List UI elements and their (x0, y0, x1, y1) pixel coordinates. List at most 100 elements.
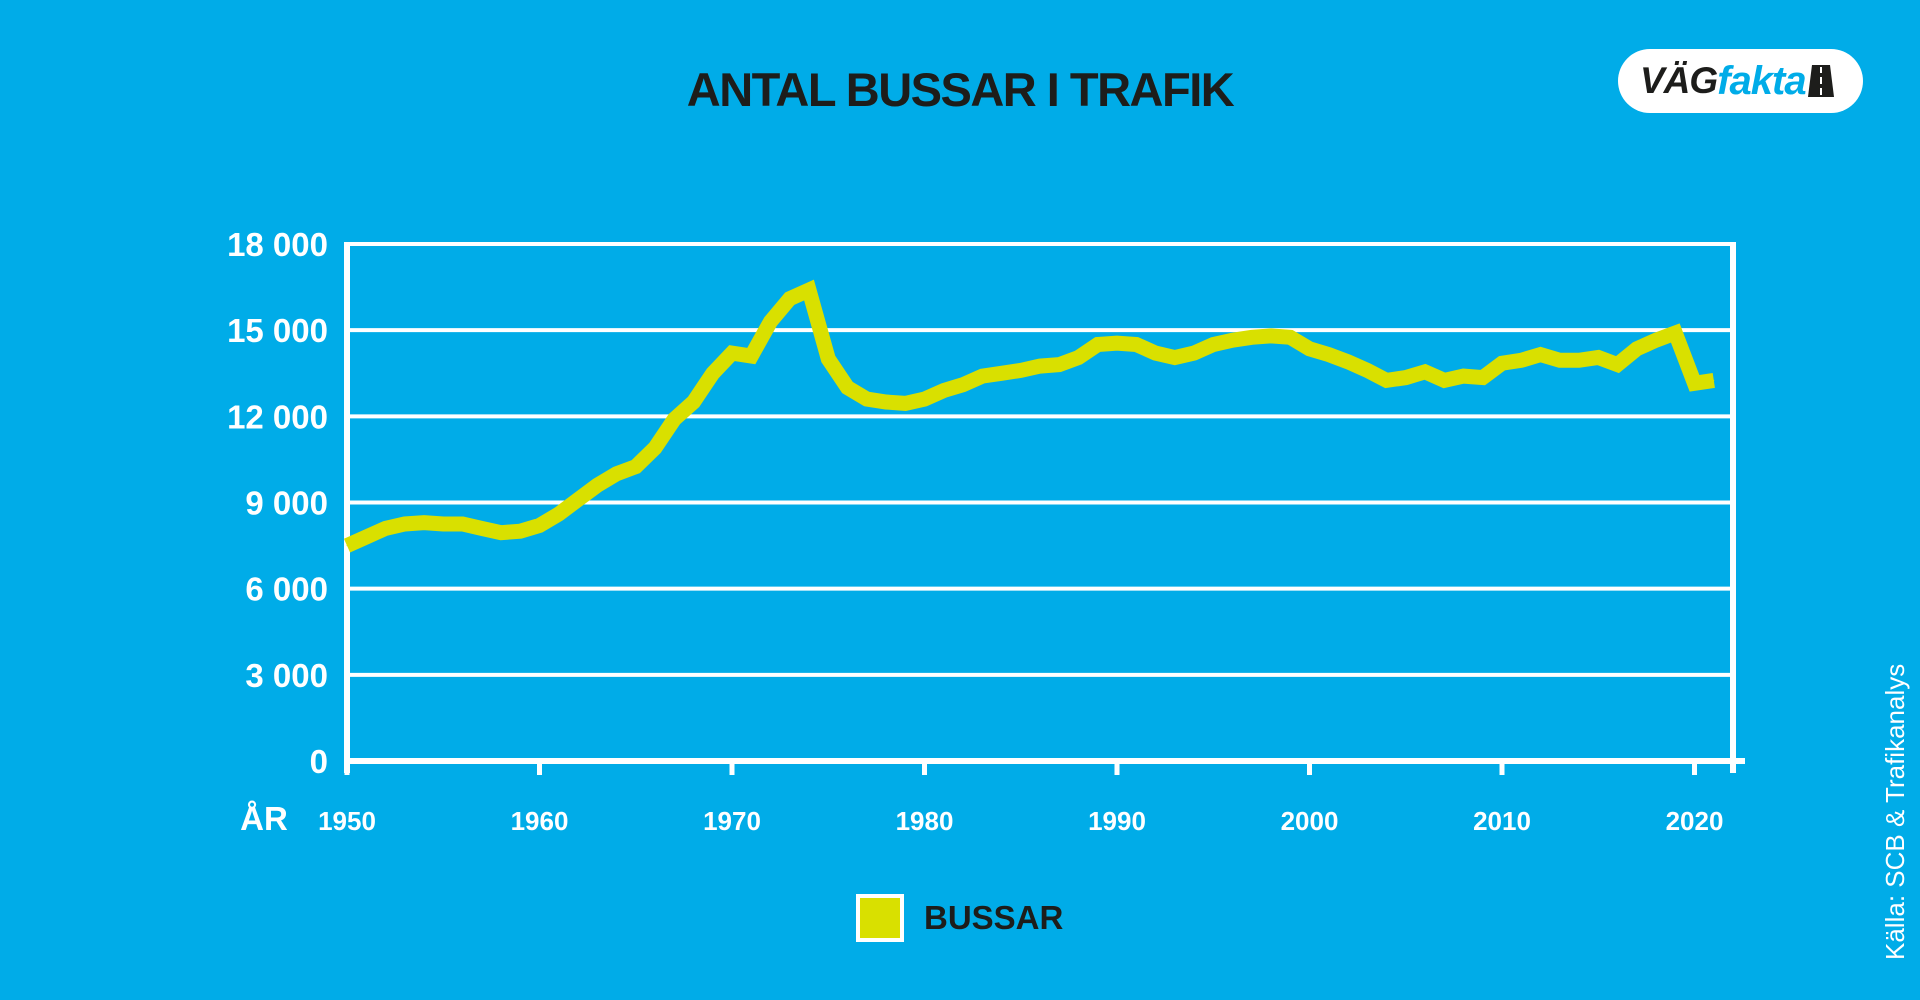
grid-lines (347, 242, 1733, 677)
data-point (1501, 362, 1503, 364)
data-point (981, 375, 983, 377)
chart-title: ANTAL BUSSAR I TRAFIK (686, 63, 1235, 116)
data-point (1463, 375, 1464, 377)
series-layer (343, 279, 1715, 553)
data-point (423, 522, 425, 524)
data-point (1174, 357, 1176, 358)
data-point (404, 523, 406, 525)
data-point (693, 401, 694, 403)
data-point (1655, 339, 1657, 341)
data-point (731, 352, 733, 354)
data-point (635, 466, 637, 468)
data-point (1212, 344, 1214, 345)
chart-axes (344, 242, 1745, 775)
data-point (1309, 348, 1310, 350)
data-point (712, 372, 714, 374)
data-point (365, 536, 367, 538)
data-point (1039, 365, 1041, 367)
vagfakta-logo: VÄG fakta (1618, 49, 1863, 113)
y-tick-label: 15 000 (227, 312, 328, 349)
data-point (1097, 344, 1099, 345)
logo-text-fakta: fakta (1717, 58, 1806, 103)
data-point (1713, 379, 1715, 381)
data-point (1482, 377, 1484, 379)
data-point (1597, 357, 1599, 358)
data-point (1328, 354, 1330, 356)
data-point (558, 513, 560, 515)
data-point (1366, 369, 1368, 371)
data-point (962, 384, 964, 386)
data-point (1289, 336, 1291, 338)
data-point (866, 398, 868, 400)
data-point (1424, 371, 1426, 373)
data-point (904, 402, 906, 404)
y-tick-label: 12 000 (227, 398, 328, 435)
data-point (789, 298, 791, 300)
y-tick-label: 18 000 (227, 226, 328, 263)
data-point (1270, 335, 1272, 337)
data-point (1443, 379, 1445, 381)
data-point (500, 532, 502, 534)
x-tick-label: 1990 (1088, 806, 1146, 836)
data-point (808, 289, 810, 291)
x-tick-label: 2020 (1666, 806, 1724, 836)
data-point (1347, 361, 1349, 363)
data-point (1540, 354, 1541, 356)
series-line-bussar (343, 279, 1715, 553)
legend-label-bussar: BUSSAR (924, 899, 1064, 936)
data-point (673, 418, 675, 420)
data-point (577, 499, 579, 501)
data-point (1001, 372, 1002, 374)
data-point (885, 401, 887, 403)
data-point (1135, 344, 1137, 345)
x-axis-label: ÅR (240, 800, 288, 837)
data-point (1116, 342, 1118, 344)
data-point (1520, 359, 1522, 361)
data-point (346, 545, 348, 547)
legend: BUSSAR (856, 894, 1063, 942)
data-point (847, 387, 848, 389)
data-point (750, 355, 752, 357)
data-point (827, 358, 829, 360)
data-point (1058, 364, 1060, 366)
road-icon (1807, 65, 1834, 97)
tick-labels: 0 3 000 6 000 9 000 12 000 15 000 18 000 1950 19… (227, 226, 1723, 837)
x-tick-label: 1980 (896, 806, 954, 836)
x-tick-label: 1970 (703, 806, 761, 836)
data-point (1193, 352, 1195, 354)
x-tick-label: 1950 (318, 806, 376, 836)
x-tick-label: 1960 (511, 806, 569, 836)
y-tick-label: 3 000 (245, 657, 328, 694)
data-point (1155, 352, 1156, 354)
data-point (596, 484, 598, 486)
y-tick-label: 0 (310, 743, 328, 780)
data-point (1578, 359, 1580, 361)
data-point (1559, 359, 1561, 361)
data-point (1232, 339, 1233, 341)
data-point (481, 527, 483, 529)
data-point (1078, 357, 1079, 358)
data-point (539, 525, 540, 526)
data-point (1617, 364, 1618, 366)
x-tick-label: 2000 (1281, 806, 1339, 836)
data-point (1636, 348, 1638, 350)
data-point (1251, 336, 1253, 338)
x-tick-label: 2010 (1473, 806, 1531, 836)
data-point (616, 473, 617, 475)
data-point (1386, 379, 1387, 381)
logo-text-vag: VÄG (1640, 60, 1718, 101)
data-point (1674, 332, 1676, 334)
data-point (654, 447, 656, 449)
data-point (1694, 382, 1695, 384)
data-point (462, 523, 463, 525)
data-point (1020, 369, 1022, 371)
source-note: Källa: SCB & Trafikanalys (1880, 663, 1910, 960)
data-point (770, 321, 771, 323)
data-point (924, 398, 925, 400)
data-point (1405, 377, 1407, 379)
data-point (385, 527, 386, 529)
y-tick-label: 9 000 (245, 485, 328, 522)
data-point (442, 523, 444, 525)
y-tick-label: 6 000 (245, 571, 328, 608)
